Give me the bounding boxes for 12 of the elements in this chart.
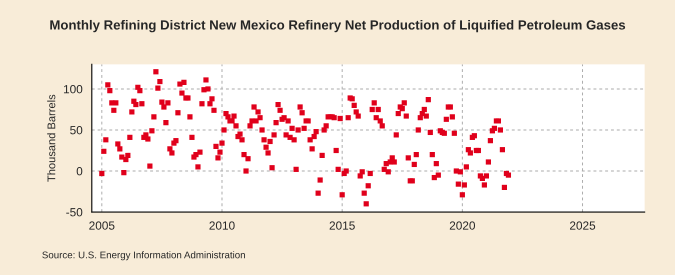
y-axis-title: Thousand Barrels xyxy=(47,94,56,182)
y-tick-label: -50 xyxy=(66,208,82,216)
source-note: Source: U.S. Energy Information Administration xyxy=(42,251,245,260)
chart-title: Monthly Refining District New Mexico Refinery Net Production of Liquified Petroleum Gases xyxy=(50,20,626,32)
y-tick-label: 50 xyxy=(70,126,82,134)
x-tick-label: 2015 xyxy=(330,221,355,230)
x-tick-label: 2025 xyxy=(570,221,596,230)
x-tick-label: 2020 xyxy=(450,221,476,230)
y-tick-label: 0 xyxy=(76,167,82,176)
y-tick-label: 100 xyxy=(64,84,82,94)
x-tick-label: 2010 xyxy=(209,221,235,230)
x-tick-label: 2005 xyxy=(89,221,114,230)
